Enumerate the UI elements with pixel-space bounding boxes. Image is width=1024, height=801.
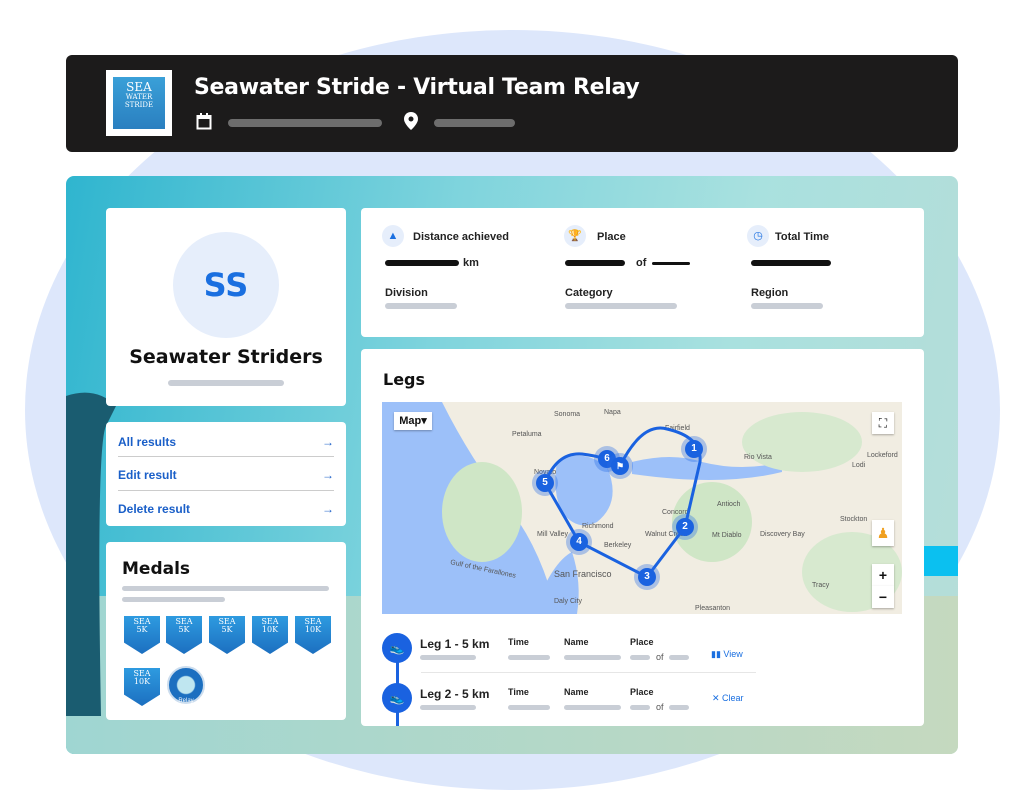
sea-decoration — [924, 546, 958, 576]
date-placeholder — [228, 119, 382, 127]
svg-text:Discovery Bay: Discovery Bay — [760, 531, 805, 538]
legs-card: Legs Sonoma Napa Fairfield Petaluma Rio … — [361, 349, 924, 726]
team-subtitle-placeholder — [168, 380, 284, 386]
name-label: Name — [564, 687, 589, 697]
svg-text:Antioch: Antioch — [717, 501, 740, 508]
finish-flag-icon[interactable]: ⚑ — [611, 457, 629, 475]
svg-text:Lodi: Lodi — [852, 462, 866, 469]
route-marker[interactable]: 4 — [570, 533, 588, 551]
svg-text:Fairfield: Fairfield — [665, 425, 690, 432]
svg-text:Novato: Novato — [534, 469, 556, 476]
map-type-button[interactable]: Map▾ — [394, 412, 432, 430]
svg-text:Mill Valley: Mill Valley — [537, 531, 568, 538]
clear-leg-button[interactable]: ✕ Clear — [712, 693, 744, 703]
place-label: Place — [597, 231, 626, 243]
arrow-right-icon: → — [322, 468, 334, 482]
svg-text:San Francisco: San Francisco — [554, 569, 612, 579]
svg-text:Concord: Concord — [662, 509, 689, 516]
svg-text:Pleasanton: Pleasanton — [695, 605, 730, 612]
region-label: Region — [751, 287, 789, 299]
road-icon: ▲ — [382, 225, 404, 247]
location-placeholder — [434, 119, 515, 127]
svg-text:Tracy: Tracy — [812, 582, 830, 589]
shoe-icon: 👟 — [382, 633, 412, 663]
medal-badge[interactable]: SEA 10K — [252, 616, 288, 654]
name-label: Name — [564, 637, 589, 647]
time-label: Time — [508, 637, 529, 647]
shoe-icon: 👟 — [382, 683, 412, 713]
svg-text:Lockeford: Lockeford — [867, 452, 898, 459]
svg-text:Walnut Creek: Walnut Creek — [645, 531, 688, 538]
team-profile-card: SS Seawater Striders — [106, 208, 346, 406]
medal-badge[interactable]: SEA 10K — [124, 668, 160, 706]
medal-badge[interactable]: SEA 5K — [166, 616, 202, 654]
relay-medal-badge[interactable]: Relay — [167, 666, 205, 704]
palm-tree-decoration — [66, 392, 116, 716]
svg-text:Petaluma: Petaluma — [512, 431, 542, 438]
svg-text:Napa: Napa — [604, 409, 621, 416]
place-of: of — [656, 652, 664, 662]
view-leg-button[interactable]: ▮▮ View — [711, 649, 743, 659]
map-icon: ▮▮ — [711, 649, 724, 659]
arrow-right-icon: → — [322, 502, 334, 516]
svg-text:Mt Diablo: Mt Diablo — [712, 532, 742, 539]
medals-card: Medals SEA 5K SEA 5K SEA 5K SEA 10K SEA 10K S… — [106, 542, 346, 720]
leg-title: Leg 1 - 5 km — [420, 637, 490, 651]
legs-title: Legs — [383, 370, 426, 389]
street-view-pegman-icon[interactable]: ♟ — [872, 520, 894, 546]
zoom-out-button[interactable]: − — [872, 586, 894, 608]
medal-badge[interactable]: SEA 5K — [209, 616, 245, 654]
fullscreen-icon[interactable]: ⛶ — [872, 412, 894, 434]
route-marker[interactable]: 3 — [638, 568, 656, 586]
svg-text:Richmond: Richmond — [582, 523, 614, 530]
event-logo: SEA WATER STRIDE — [106, 70, 172, 136]
svg-text:Daly City: Daly City — [554, 598, 583, 605]
edit-result-link[interactable]: Edit result → — [118, 468, 334, 482]
results-panel: SS Seawater Striders All results → Edit r… — [66, 176, 958, 754]
svg-text:Berkeley: Berkeley — [604, 542, 632, 549]
medal-badge[interactable]: SEA 5K — [124, 616, 160, 654]
route-marker[interactable]: 2 — [676, 518, 694, 536]
category-label: Category — [565, 287, 613, 299]
distance-label: Distance achieved — [413, 231, 509, 243]
medals-title: Medals — [122, 559, 191, 579]
event-title: Seawater Stride - Virtual Team Relay — [194, 75, 640, 100]
medal-badge[interactable]: SEA 10K — [295, 616, 331, 654]
leg-row: 👟 Leg 2 - 5 km Time Name Place of ✕ Clea… — [361, 683, 924, 726]
division-label: Division — [385, 287, 428, 299]
zoom-in-button[interactable]: + — [872, 564, 894, 586]
svg-text:Stockton: Stockton — [840, 516, 867, 523]
place-label: Place — [630, 637, 654, 647]
delete-result-link[interactable]: Delete result → — [118, 502, 334, 516]
route-marker[interactable]: 5 — [536, 474, 554, 492]
clock-icon: ◷ — [747, 225, 769, 247]
place-of: of — [636, 257, 647, 269]
arrow-right-icon: → — [322, 435, 334, 449]
route-map[interactable]: Sonoma Napa Fairfield Petaluma Rio Vista… — [382, 402, 902, 614]
close-icon: ✕ — [712, 693, 723, 703]
avatar: SS — [173, 232, 279, 338]
map-pin-icon — [404, 112, 418, 130]
leg-row: 👟 Leg 1 - 5 km Time Name Place of ▮▮ Vie… — [361, 633, 924, 685]
svg-text:Rio Vista: Rio Vista — [744, 454, 772, 461]
place-label: Place — [630, 687, 654, 697]
actions-card: All results → Edit result → Delete result → — [106, 422, 346, 526]
svg-text:Sonoma: Sonoma — [554, 411, 580, 418]
team-name: Seawater Striders — [129, 346, 323, 368]
all-results-link[interactable]: All results → — [118, 435, 334, 449]
event-header: SEA WATER STRIDE Seawater Stride - Virtual… — [66, 55, 958, 152]
leg-title: Leg 2 - 5 km — [420, 687, 490, 701]
time-label: Time — [508, 687, 529, 697]
distance-unit: km — [463, 257, 479, 269]
route-marker[interactable]: 1 — [685, 440, 703, 458]
total-time-label: Total Time — [775, 231, 829, 243]
trophy-icon: 🏆 — [564, 225, 586, 247]
calendar-icon — [196, 113, 212, 130]
place-of: of — [656, 702, 664, 712]
stats-card: ▲ Distance achieved km Division 🏆 Place … — [361, 208, 924, 337]
